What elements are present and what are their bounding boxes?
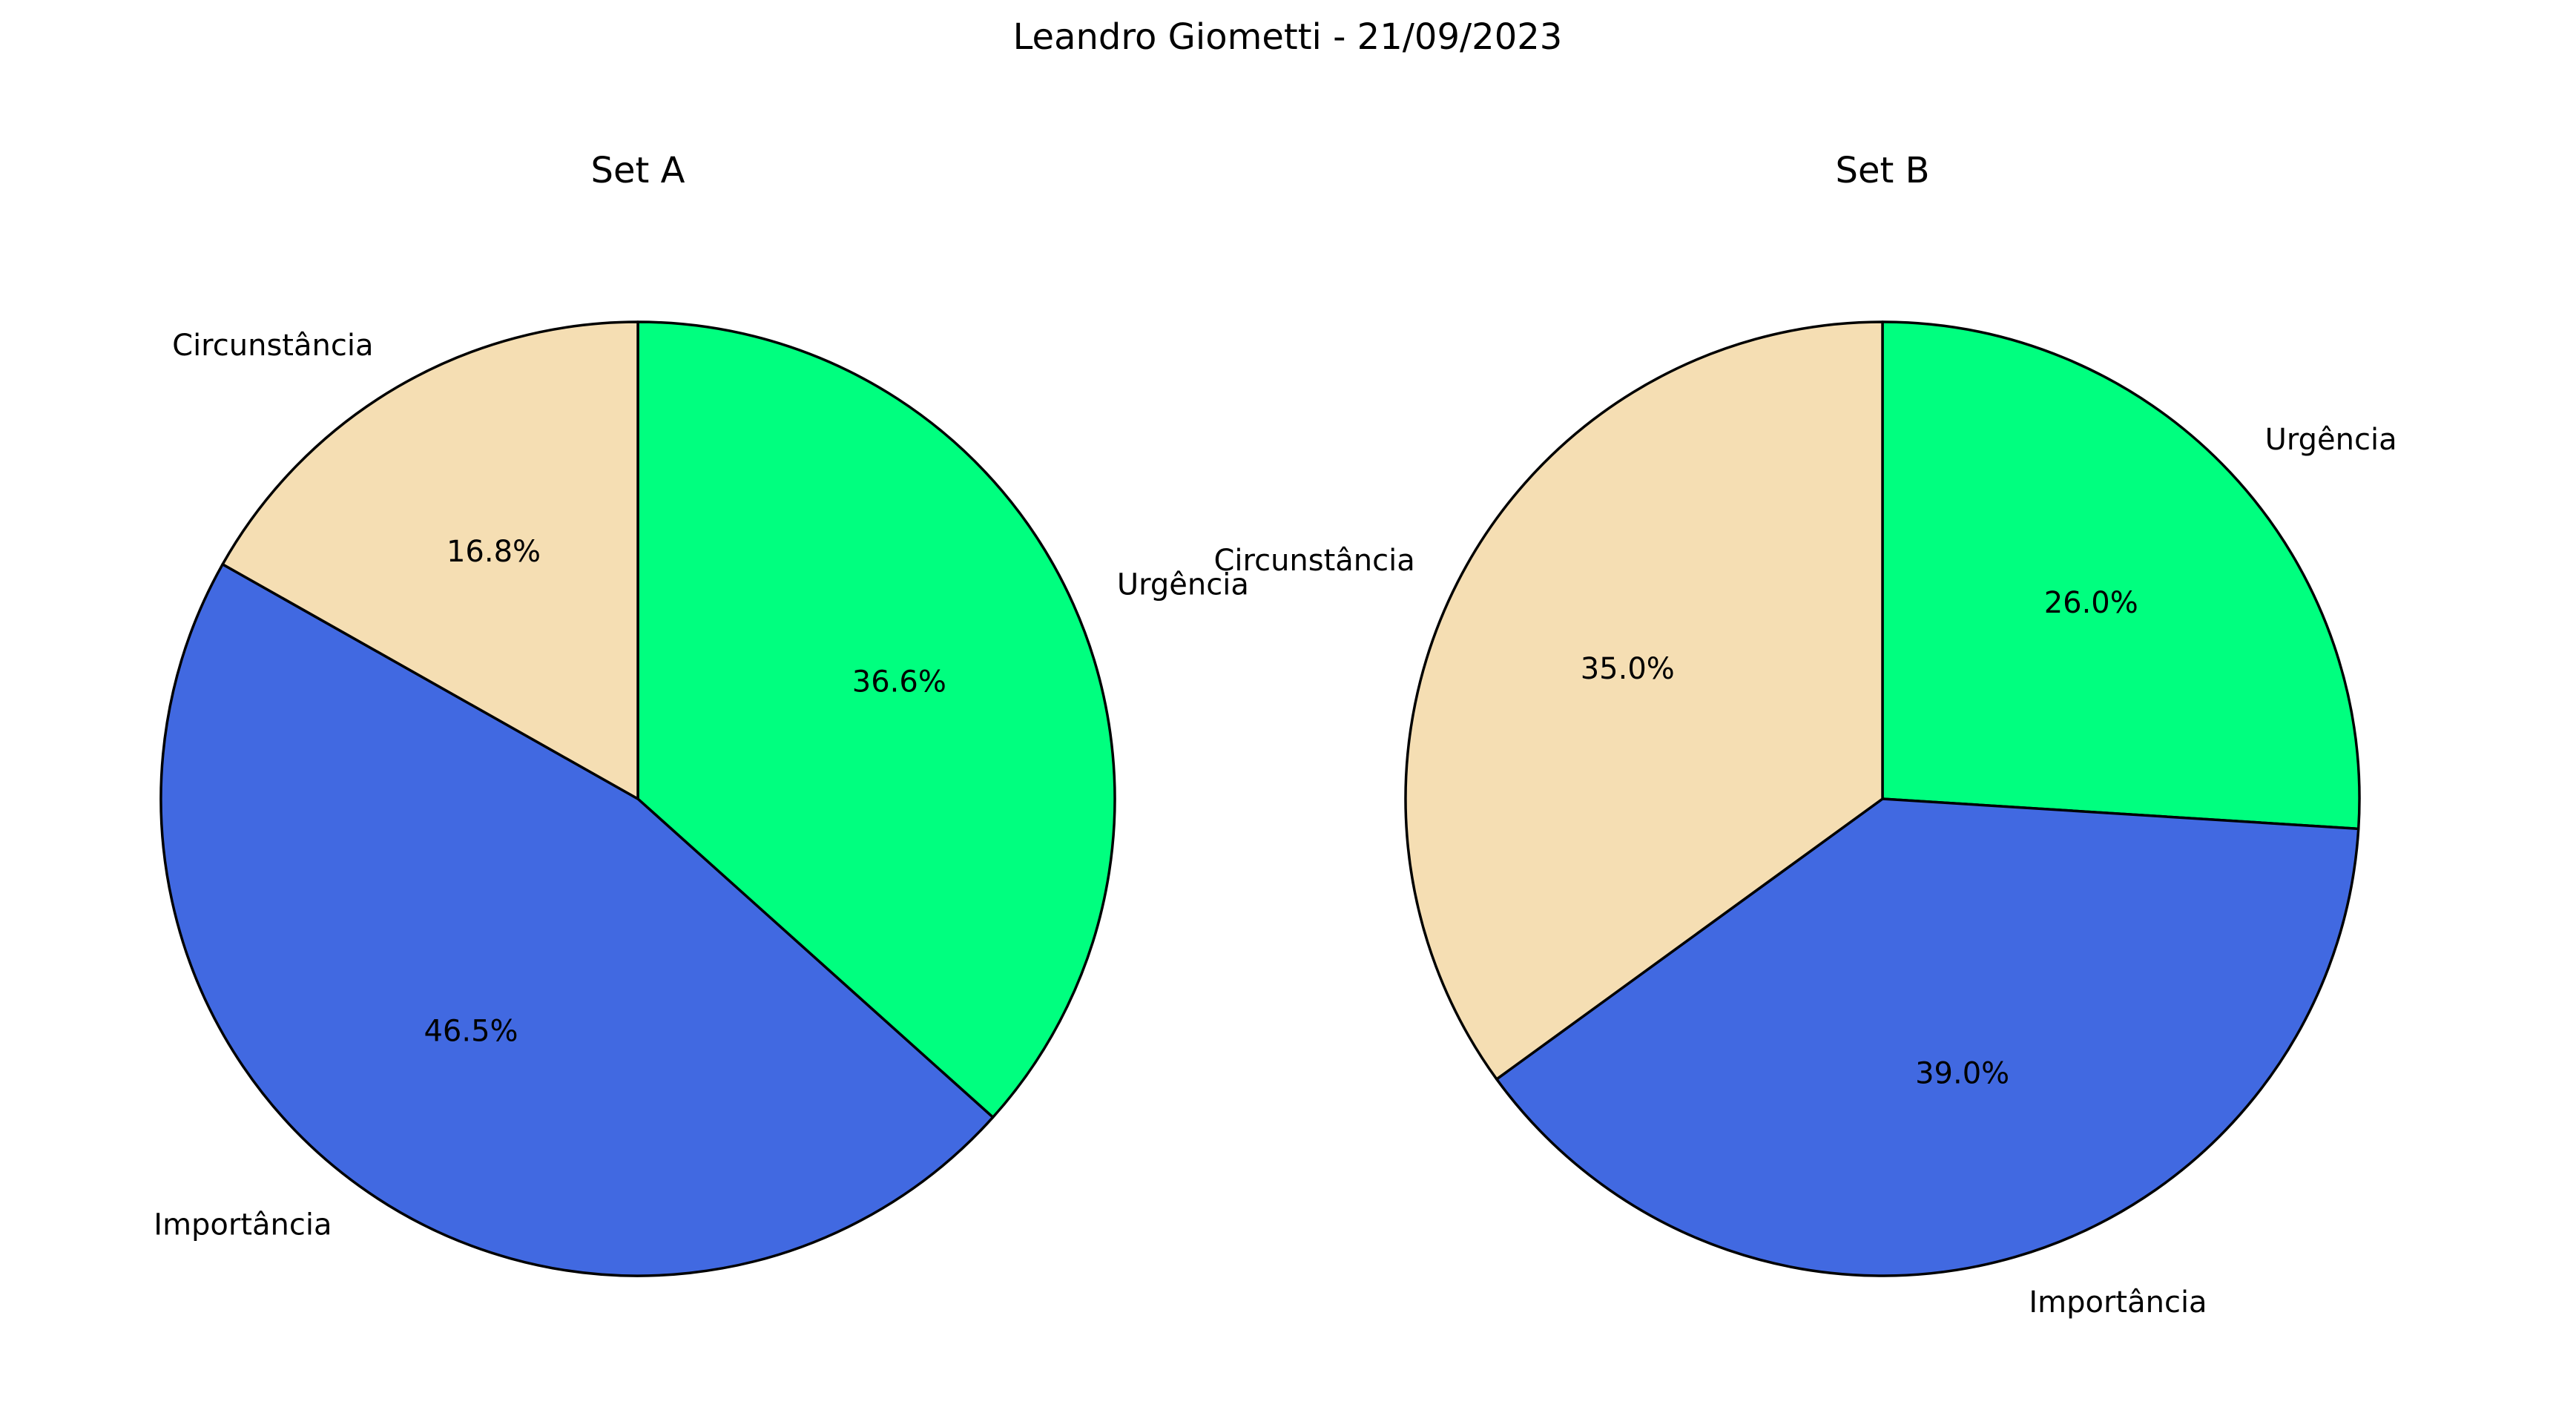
pie-percent-label: 16.8% xyxy=(447,535,541,569)
chart-title: Set B xyxy=(1835,150,1929,191)
pie-labels: 26.0% Urgência 39.0% Importância 35.0% Circun… xyxy=(1213,423,2397,1320)
pie-category-label: Circunstância xyxy=(172,329,373,363)
pie-category-label: Importância xyxy=(154,1208,332,1242)
pie-wedges xyxy=(1404,320,2361,1277)
pie-category-label: Urgência xyxy=(1117,568,1249,602)
pie-slice-circunstancia xyxy=(1404,320,1884,1081)
pie-category-label: Urgência xyxy=(2265,423,2397,457)
pie-percent-label: 26.0% xyxy=(2044,586,2138,620)
pie-chart-set-a: Set A 36.6% Urgência 46.5% Importância 16.8%… xyxy=(154,150,1249,1277)
pie-percent-label: 35.0% xyxy=(1581,652,1675,686)
pie-slice-importancia xyxy=(1495,797,2360,1277)
chart-title: Set A xyxy=(591,150,685,191)
pie-percent-label: 39.0% xyxy=(1915,1056,2009,1090)
pie-labels: 36.6% Urgência 46.5% Importância 16.8% Circun… xyxy=(154,329,1249,1242)
pie-slice-urgencia xyxy=(636,320,1116,1119)
figure-title: Leandro Giometti - 21/09/2023 xyxy=(1013,16,1563,58)
pie-category-label: Circunstância xyxy=(1213,544,1414,578)
pie-wedges xyxy=(159,320,1116,1277)
pie-slice-importancia xyxy=(159,563,995,1277)
pie-slice-circunstancia xyxy=(221,320,639,800)
pie-slice-urgencia xyxy=(1881,320,2361,831)
pie-chart-set-b: Set B 26.0% Urgência 39.0% Importância 35.0%… xyxy=(1213,150,2397,1320)
pie-category-label: Importância xyxy=(2029,1285,2207,1320)
pie-percent-label: 36.6% xyxy=(852,665,946,699)
pie-percent-label: 46.5% xyxy=(424,1014,518,1048)
